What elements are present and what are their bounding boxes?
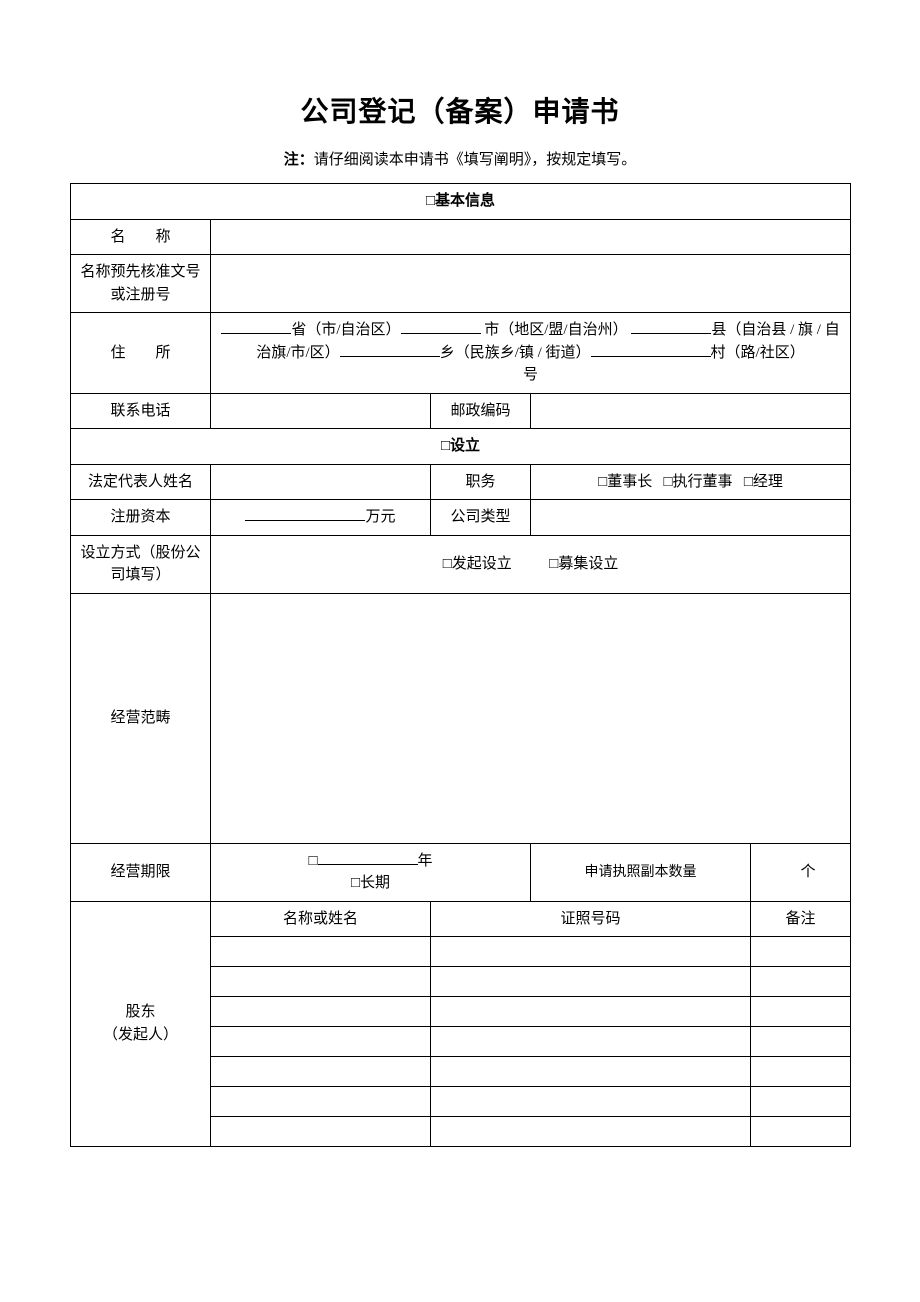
copy-unit: 个 xyxy=(801,864,816,880)
label-duty: 职务 xyxy=(431,464,531,500)
field-pre-approval[interactable] xyxy=(211,255,851,313)
duty-exec-director: 执行董事 xyxy=(673,474,733,490)
field-biz-scope[interactable] xyxy=(211,593,851,843)
label-name: 名 称 xyxy=(71,219,211,255)
field-legal-rep[interactable] xyxy=(211,464,431,500)
field-phone[interactable] xyxy=(211,393,431,429)
addr-village: 村（路/社区） xyxy=(711,345,805,361)
section-establish-label: 设立 xyxy=(450,437,480,454)
field-duty[interactable]: □董事长 □执行董事 □经理 xyxy=(531,464,851,500)
checkbox-icon: □ xyxy=(426,192,435,209)
note-prefix: 注： xyxy=(284,152,314,168)
sh-header-name: 名称或姓名 xyxy=(211,901,431,937)
field-company-type[interactable] xyxy=(531,500,851,536)
label-address: 住 所 xyxy=(71,313,211,394)
label-pre-approval: 名称预先核准文号或注册号 xyxy=(71,255,211,313)
field-establish-mode[interactable]: □发起设立 □募集设立 xyxy=(211,535,851,593)
label-establish-mode: 设立方式（股份公司填写） xyxy=(71,535,211,593)
label-legal-rep: 法定代表人姓名 xyxy=(71,464,211,500)
label-company-type: 公司类型 xyxy=(431,500,531,536)
checkbox-icon: □ xyxy=(598,473,607,490)
term-year: 年 xyxy=(418,853,433,869)
label-shareholder: 股东 （发起人） xyxy=(71,901,211,1147)
instruction-note: 注：请仔细阅读本申请书《填写阐明》，按规定填写。 xyxy=(70,148,850,169)
note-text: 请仔细阅读本申请书《填写阐明》，按规定填写。 xyxy=(314,152,637,168)
checkbox-icon: □ xyxy=(308,852,317,869)
capital-unit: 万元 xyxy=(365,509,395,525)
section-establish-header: □设立 xyxy=(71,429,851,465)
addr-province: 省（市/自治区） xyxy=(291,322,400,338)
label-phone: 联系电话 xyxy=(71,393,211,429)
label-biz-term: 经营期限 xyxy=(71,843,211,901)
field-address[interactable]: 省（市/自治区） 市（地区/盟/自治州） 县（自治县 / 旗 / 自治旗/市/区… xyxy=(211,313,851,394)
application-form: □基本信息 名 称 名称预先核准文号或注册号 住 所 省（市/自治区） 市（地区… xyxy=(70,183,851,1147)
page-title: 公司登记（备案）申请书 xyxy=(70,90,850,130)
label-postcode: 邮政编码 xyxy=(431,393,531,429)
duty-chairman: 董事长 xyxy=(607,474,652,490)
label-reg-capital: 注册资本 xyxy=(71,500,211,536)
label-biz-scope: 经营范畴 xyxy=(71,593,211,843)
checkbox-icon: □ xyxy=(443,555,452,572)
duty-manager: 经理 xyxy=(753,474,783,490)
addr-town: 乡（民族乡/镇 / 街道） xyxy=(440,345,591,361)
label-copy-count: 申请执照副本数量 xyxy=(531,843,751,901)
checkbox-icon: □ xyxy=(549,555,558,572)
addr-number: 号 xyxy=(523,367,538,383)
establish-raise: 募集设立 xyxy=(558,556,618,572)
sh-header-id: 证照号码 xyxy=(431,901,751,937)
field-reg-capital[interactable]: 万元 xyxy=(211,500,431,536)
field-name[interactable] xyxy=(211,219,851,255)
field-copy-count[interactable]: 个 xyxy=(751,843,851,901)
section-basic-header: □基本信息 xyxy=(71,184,851,220)
checkbox-icon: □ xyxy=(663,473,672,490)
checkbox-icon: □ xyxy=(744,473,753,490)
term-long: 长期 xyxy=(360,875,390,891)
field-postcode[interactable] xyxy=(531,393,851,429)
checkbox-icon: □ xyxy=(441,437,450,454)
establish-initiate: 发起设立 xyxy=(452,556,512,572)
checkbox-icon: □ xyxy=(351,874,360,891)
addr-city: 市（地区/盟/自治州） xyxy=(484,322,627,338)
section-basic-label: 基本信息 xyxy=(435,192,495,209)
sh-header-remark: 备注 xyxy=(751,901,851,937)
field-biz-term[interactable]: □年 □长期 xyxy=(211,843,531,901)
